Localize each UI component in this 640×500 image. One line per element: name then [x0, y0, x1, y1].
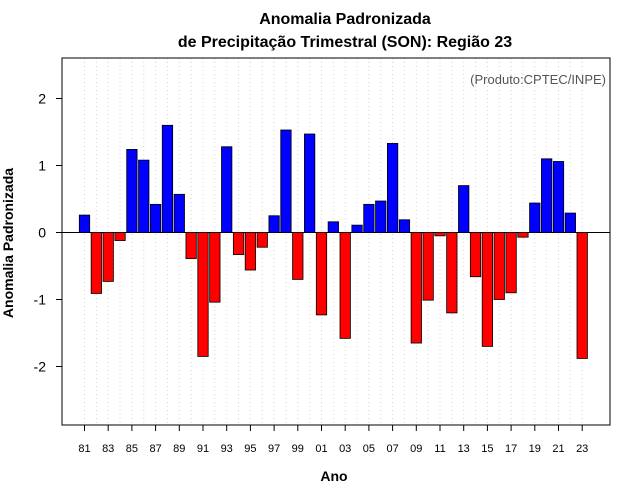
- y-tick-label: 2: [38, 91, 46, 107]
- bar-95: [244, 232, 256, 271]
- x-tick-label: 09: [410, 443, 422, 455]
- x-tick-label: 07: [386, 443, 398, 455]
- y-tick-label: 1: [38, 158, 46, 174]
- chart-title-line2: de Precipitação Trimestral (SON): Região…: [178, 34, 512, 51]
- x-axis-title: Ano: [320, 468, 347, 484]
- bar-15: [481, 232, 494, 347]
- bar-89: [173, 193, 185, 233]
- bar-06: [375, 200, 387, 233]
- bar-85: [126, 149, 138, 233]
- x-tick-label: 17: [505, 443, 517, 455]
- x-tick-label: 15: [481, 443, 493, 455]
- x-tick-label: 05: [363, 443, 375, 455]
- x-tick-label: 19: [529, 443, 541, 455]
- bar-08: [398, 219, 411, 233]
- x-tick-label: 83: [102, 443, 114, 455]
- bar-05: [363, 203, 375, 233]
- bar-16: [493, 232, 505, 300]
- x-axis: 81 83 85 87 89 91 93 95 97 99 01 03 05 07 09 11 13 15 17 19…: [78, 425, 588, 455]
- x-tick-label: 93: [221, 443, 233, 455]
- x-tick-label: 81: [78, 443, 90, 455]
- bar-01: [315, 232, 328, 316]
- chart-title-line1: Anomalia Padronizada: [259, 11, 431, 28]
- bar-09: [410, 232, 422, 344]
- y-tick-label: -1: [34, 292, 47, 308]
- bar-82: [90, 232, 102, 294]
- credit-label: (Produto:CPTEC/INPE): [470, 72, 606, 87]
- bar-20: [541, 158, 553, 233]
- bar-94: [232, 232, 245, 256]
- y-axis-title: Anomalia Padronizada: [0, 168, 16, 318]
- bar-02: [327, 221, 339, 233]
- x-tick-label: 95: [244, 443, 256, 455]
- bar-21: [552, 161, 565, 233]
- bar-97: [268, 215, 280, 233]
- bar-07: [386, 142, 399, 233]
- bar-90: [185, 232, 197, 260]
- x-tick-label: 21: [552, 443, 564, 455]
- bar-93: [221, 146, 233, 233]
- x-tick-label: 91: [197, 443, 209, 455]
- y-tick-label: 0: [38, 225, 46, 241]
- bar-12: [446, 232, 458, 314]
- bar-84: [114, 232, 126, 241]
- bar-17: [505, 232, 517, 294]
- bar-03: [339, 232, 351, 339]
- bar-98: [280, 129, 292, 233]
- x-tick-label: 03: [339, 443, 351, 455]
- bar-83: [102, 232, 114, 282]
- bars-group: [78, 124, 588, 359]
- x-tick-label: 11: [434, 443, 445, 455]
- bar-13: [458, 185, 470, 233]
- x-tick-label: 97: [268, 443, 280, 455]
- bar-87: [149, 203, 162, 233]
- bar-81: [78, 214, 91, 233]
- y-tick-label: -2: [34, 359, 47, 375]
- bar-11: [434, 232, 446, 237]
- bar-04: [351, 224, 363, 233]
- bar-14: [469, 232, 482, 278]
- bar-88: [161, 124, 174, 233]
- y-axis: -2 -1 0 1 2: [34, 91, 62, 375]
- bar-91: [197, 232, 209, 357]
- x-tick-label: 99: [292, 443, 304, 455]
- bar-99: [292, 232, 304, 280]
- bar-92: [209, 232, 221, 303]
- bar-10: [422, 232, 434, 301]
- x-tick-label: 01: [315, 443, 327, 455]
- bar-00: [304, 133, 316, 233]
- plot-frame: [61, 57, 611, 426]
- bar-96: [256, 232, 268, 248]
- bar-19: [529, 202, 541, 233]
- bar-23: [576, 232, 588, 359]
- x-tick-label: 85: [126, 443, 138, 455]
- x-tick-label: 13: [458, 443, 470, 455]
- x-tick-label: 87: [149, 443, 161, 455]
- bar-22: [564, 212, 576, 233]
- x-tick-label: 89: [173, 443, 185, 455]
- bar-18: [517, 232, 529, 238]
- x-tick-label: 23: [576, 443, 588, 455]
- bar-86: [138, 159, 150, 233]
